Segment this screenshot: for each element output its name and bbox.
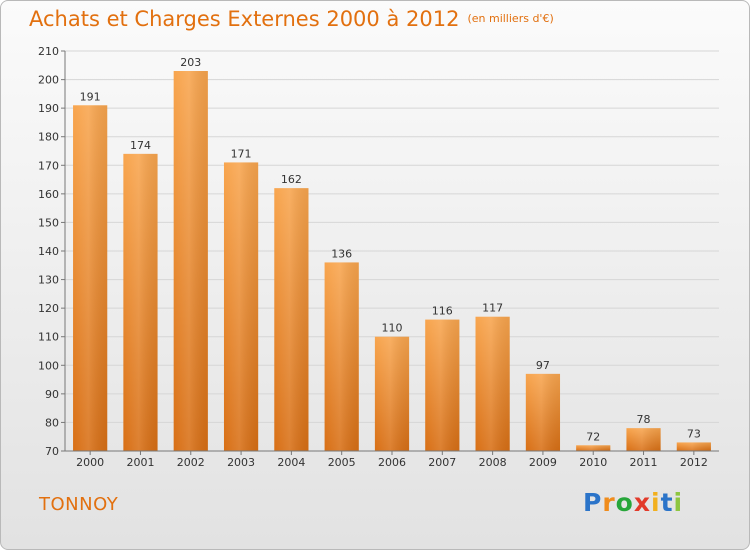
y-tick-label: 150 [38,216,59,229]
value-label-2009: 97 [536,359,550,372]
y-tick-label: 70 [45,445,59,458]
y-tick-label: 140 [38,245,59,258]
bar-shine-2008 [475,316,510,451]
bar-shine-2002 [173,71,208,451]
logo-letter: x [633,488,651,517]
bar-shine-2010 [576,445,611,451]
value-label-2006: 110 [382,322,403,335]
y-tick-label: 120 [38,302,59,315]
y-tick-label: 100 [38,359,59,372]
y-tick-label: 170 [38,159,59,172]
value-label-2001: 174 [130,139,151,152]
bar-shine-2005 [324,262,359,451]
value-label-2002: 203 [180,56,201,69]
bar-shine-2006 [374,336,410,451]
value-label-2004: 162 [281,173,302,186]
x-tick-label-2006: 2006 [378,456,406,469]
commune-name: TONNOY [39,494,119,515]
chart-unit: (en milliers d'€) [467,12,554,25]
y-tick-label: 210 [38,45,59,58]
bar-shine-2009 [525,373,561,451]
x-tick-label-2012: 2012 [680,456,708,469]
bar-shine-2001 [123,153,158,451]
x-tick-label-2011: 2011 [630,456,658,469]
x-tick-label-2008: 2008 [479,456,507,469]
y-tick-label: 200 [38,74,59,87]
chart-title-text: Achats et Charges Externes 2000 à 2012 [29,7,460,31]
value-label-2003: 171 [231,147,252,160]
x-tick-label-2002: 2002 [177,456,205,469]
proxiti-logo[interactable]: Proxiti [583,488,683,517]
x-tick-label-2004: 2004 [277,456,305,469]
y-tick-label: 180 [38,131,59,144]
value-label-2000: 191 [80,90,101,103]
value-label-2011: 78 [637,413,651,426]
bar-series: 191 174 203 171 162 136 110 116 117 97 72 78 73 [73,56,711,452]
value-label-2007: 116 [432,305,453,318]
x-tick-label-2001: 2001 [126,456,154,469]
bar-shine-2004 [274,188,309,451]
bar-shine-2011 [626,428,661,451]
logo-letter: t [660,488,674,517]
bar-shine-2007 [425,319,460,451]
bar-shine-2012 [676,442,711,451]
y-tick-label: 110 [38,331,59,344]
logo-letter: r [602,488,616,517]
logo-letter: i [651,488,661,517]
x-tick-label-2003: 2003 [227,456,255,469]
y-tick-label: 160 [38,188,59,201]
axes: 7080901001101201301401501601701801902002… [38,45,719,469]
x-tick-label-2009: 2009 [529,456,557,469]
y-tick-label: 80 [45,416,59,429]
chart-title: Achats et Charges Externes 2000 à 2012 (e… [29,7,554,31]
value-label-2005: 136 [331,247,352,260]
x-tick-label-2010: 2010 [579,456,607,469]
logo-letter: P [583,488,603,517]
y-tick-label: 190 [38,102,59,115]
x-tick-label-2000: 2000 [76,456,104,469]
y-tick-label: 130 [38,274,59,287]
bar-shine-2000 [73,105,108,452]
value-label-2012: 73 [687,427,701,440]
x-tick-label-2007: 2007 [428,456,456,469]
logo-letter: i [673,488,684,517]
value-label-2008: 117 [482,302,503,315]
logo-letter: o [615,488,634,517]
value-label-2010: 72 [586,430,600,443]
x-tick-label-2005: 2005 [328,456,356,469]
bar-shine-2003 [223,162,259,451]
y-tick-label: 90 [45,388,59,401]
